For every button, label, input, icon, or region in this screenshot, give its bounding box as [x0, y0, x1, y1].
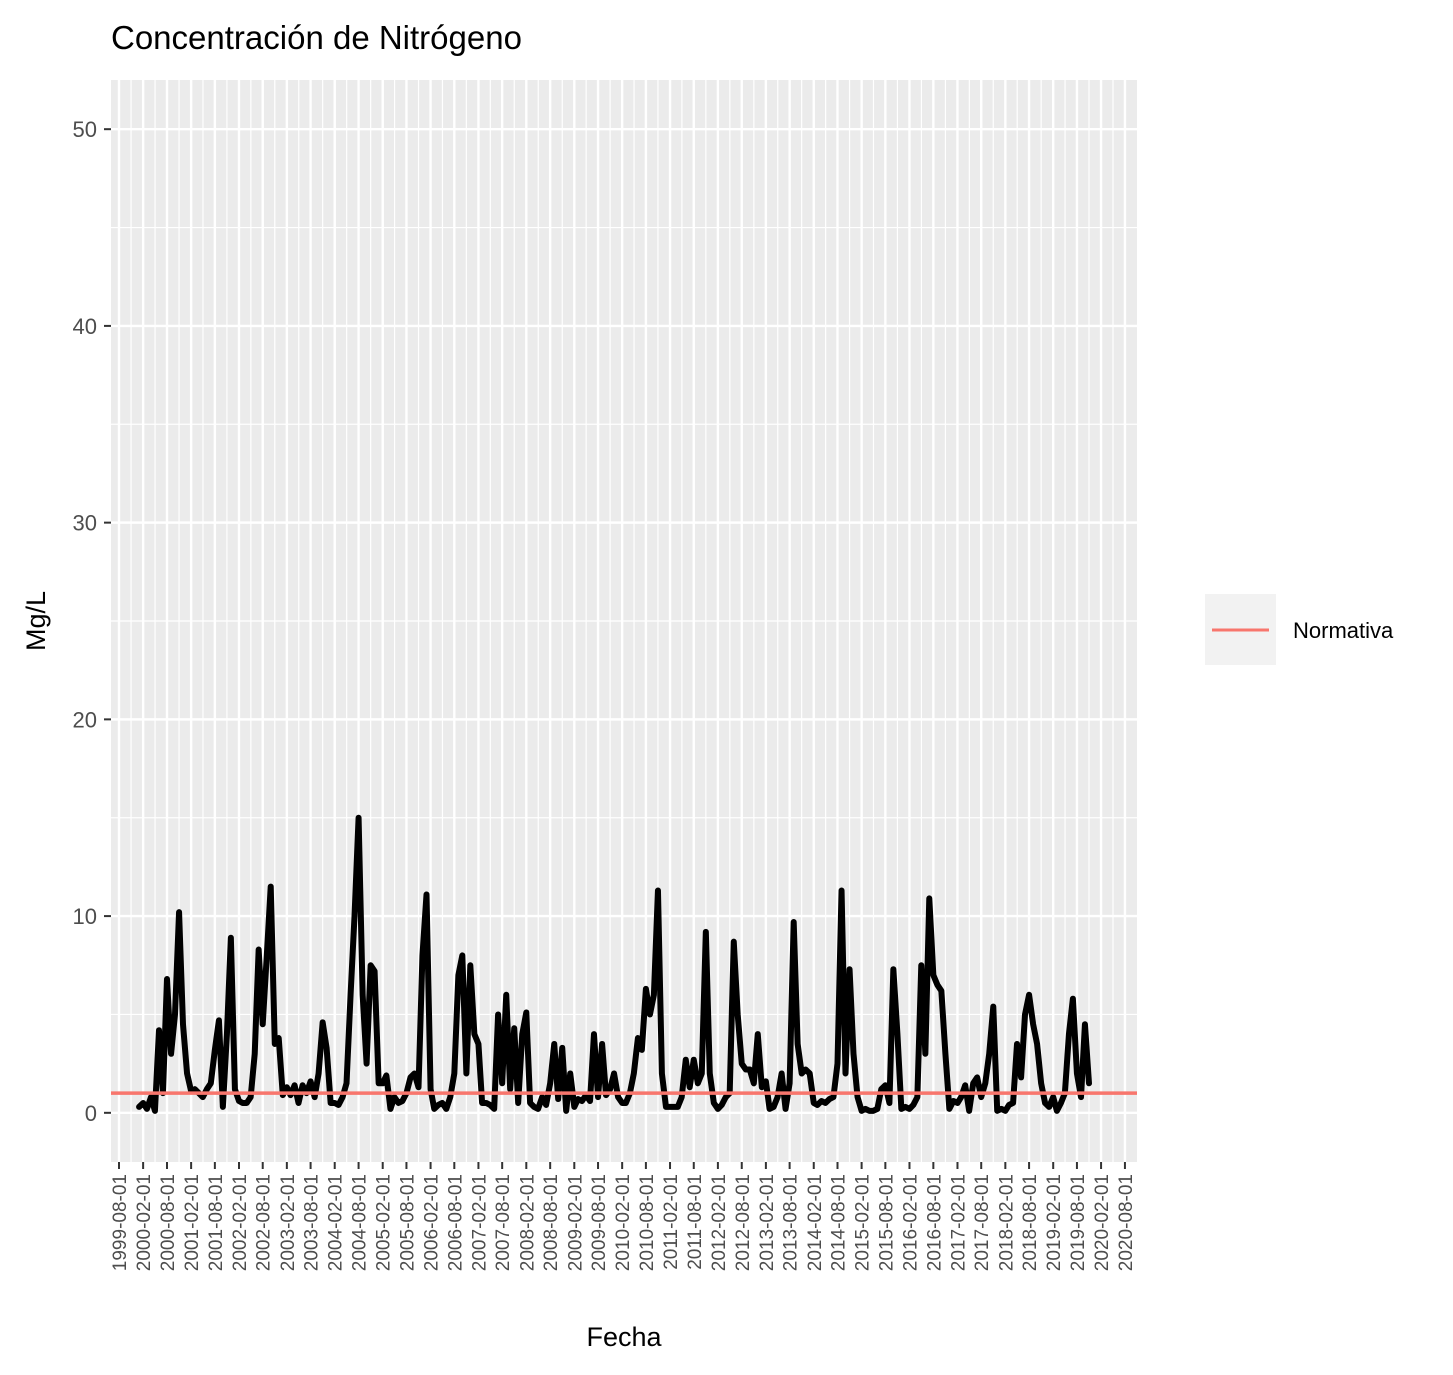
y-tick-label: 30 — [73, 511, 97, 536]
x-tick-label: 2014-02-01 — [805, 1174, 826, 1271]
x-tick-label: 2006-08-01 — [445, 1174, 466, 1271]
x-tick-label: 2017-08-01 — [972, 1174, 993, 1271]
x-tick-label: 2019-02-01 — [1044, 1174, 1065, 1271]
x-tick-label: 2019-08-01 — [1068, 1174, 1089, 1271]
x-tick-label: 2000-02-01 — [134, 1174, 155, 1271]
grid-major — [111, 80, 1137, 1162]
x-tick-label: 2008-02-01 — [517, 1174, 538, 1271]
x-tick-label: 2015-02-01 — [853, 1174, 874, 1271]
legend-label-normativa: Normativa — [1293, 618, 1394, 643]
x-tick-label: 2012-02-01 — [709, 1174, 730, 1271]
x-tick-label: 2007-02-01 — [469, 1174, 490, 1271]
x-tick-label: 2011-02-01 — [661, 1174, 682, 1270]
y-tick-label: 20 — [73, 707, 97, 732]
y-axis: 0 10 20 30 40 50 — [73, 117, 111, 1126]
x-tick-label: 2013-08-01 — [781, 1174, 802, 1271]
x-tick-label: 2006-02-01 — [422, 1174, 443, 1271]
x-tick-label: 2013-02-01 — [757, 1174, 778, 1271]
x-tick-label: 2014-08-01 — [828, 1174, 849, 1271]
chart-title: Concentración de Nitrógeno — [111, 19, 522, 56]
x-axis: 1999-08-01 2000-02-01 2000-08-01 2001-02-01… — [110, 1162, 1137, 1271]
series-line-nitrogeno — [136, 814, 1092, 1114]
x-tick-label: 2004-02-01 — [326, 1174, 347, 1271]
x-tick-label: 2001-08-01 — [206, 1174, 227, 1271]
x-tick-label: 2005-08-01 — [397, 1174, 418, 1271]
x-tick-label: 2004-08-01 — [350, 1174, 371, 1271]
x-tick-label: 2010-02-01 — [613, 1174, 634, 1271]
x-tick-label: 2007-08-01 — [493, 1174, 514, 1271]
x-tick-label: 2009-08-01 — [589, 1174, 610, 1271]
x-tick-label: 2020-08-01 — [1116, 1174, 1137, 1271]
x-tick-label: 2012-08-01 — [733, 1174, 754, 1271]
y-tick-label: 10 — [73, 904, 97, 929]
x-tick-label: 2003-02-01 — [278, 1174, 299, 1271]
x-tick-label: 2008-08-01 — [541, 1174, 562, 1271]
series-layer — [111, 814, 1137, 1114]
x-tick-label: 2017-02-01 — [948, 1174, 969, 1271]
x-tick-label: 2016-02-01 — [900, 1174, 921, 1271]
x-tick-label: 2009-02-01 — [565, 1174, 586, 1271]
x-tick-label: 2016-08-01 — [924, 1174, 945, 1271]
x-tick-label: 2002-02-01 — [230, 1174, 251, 1271]
x-tick-label: 2011-08-01 — [685, 1174, 706, 1270]
y-tick-label: 50 — [73, 117, 97, 142]
x-tick-label: 2000-08-01 — [158, 1174, 179, 1271]
x-tick-label: 2018-02-01 — [996, 1174, 1017, 1271]
x-tick-label: 2003-08-01 — [302, 1174, 323, 1271]
y-tick-label: 40 — [73, 314, 97, 339]
legend: Normativa — [1205, 594, 1394, 665]
x-tick-label: 2001-02-01 — [182, 1174, 203, 1271]
x-tick-label: 2010-08-01 — [637, 1174, 658, 1271]
x-tick-label: 2005-02-01 — [374, 1174, 395, 1271]
x-tick-label: 2015-08-01 — [876, 1174, 897, 1271]
x-tick-label: 2002-08-01 — [254, 1174, 275, 1271]
x-tick-label: 2020-02-01 — [1092, 1174, 1113, 1271]
x-tick-label: 2018-08-01 — [1020, 1174, 1041, 1271]
x-tick-label: 1999-08-01 — [110, 1174, 131, 1271]
y-tick-label: 0 — [85, 1101, 97, 1126]
y-axis-title: Mg/L — [21, 591, 51, 651]
x-axis-title: Fecha — [586, 1322, 662, 1352]
